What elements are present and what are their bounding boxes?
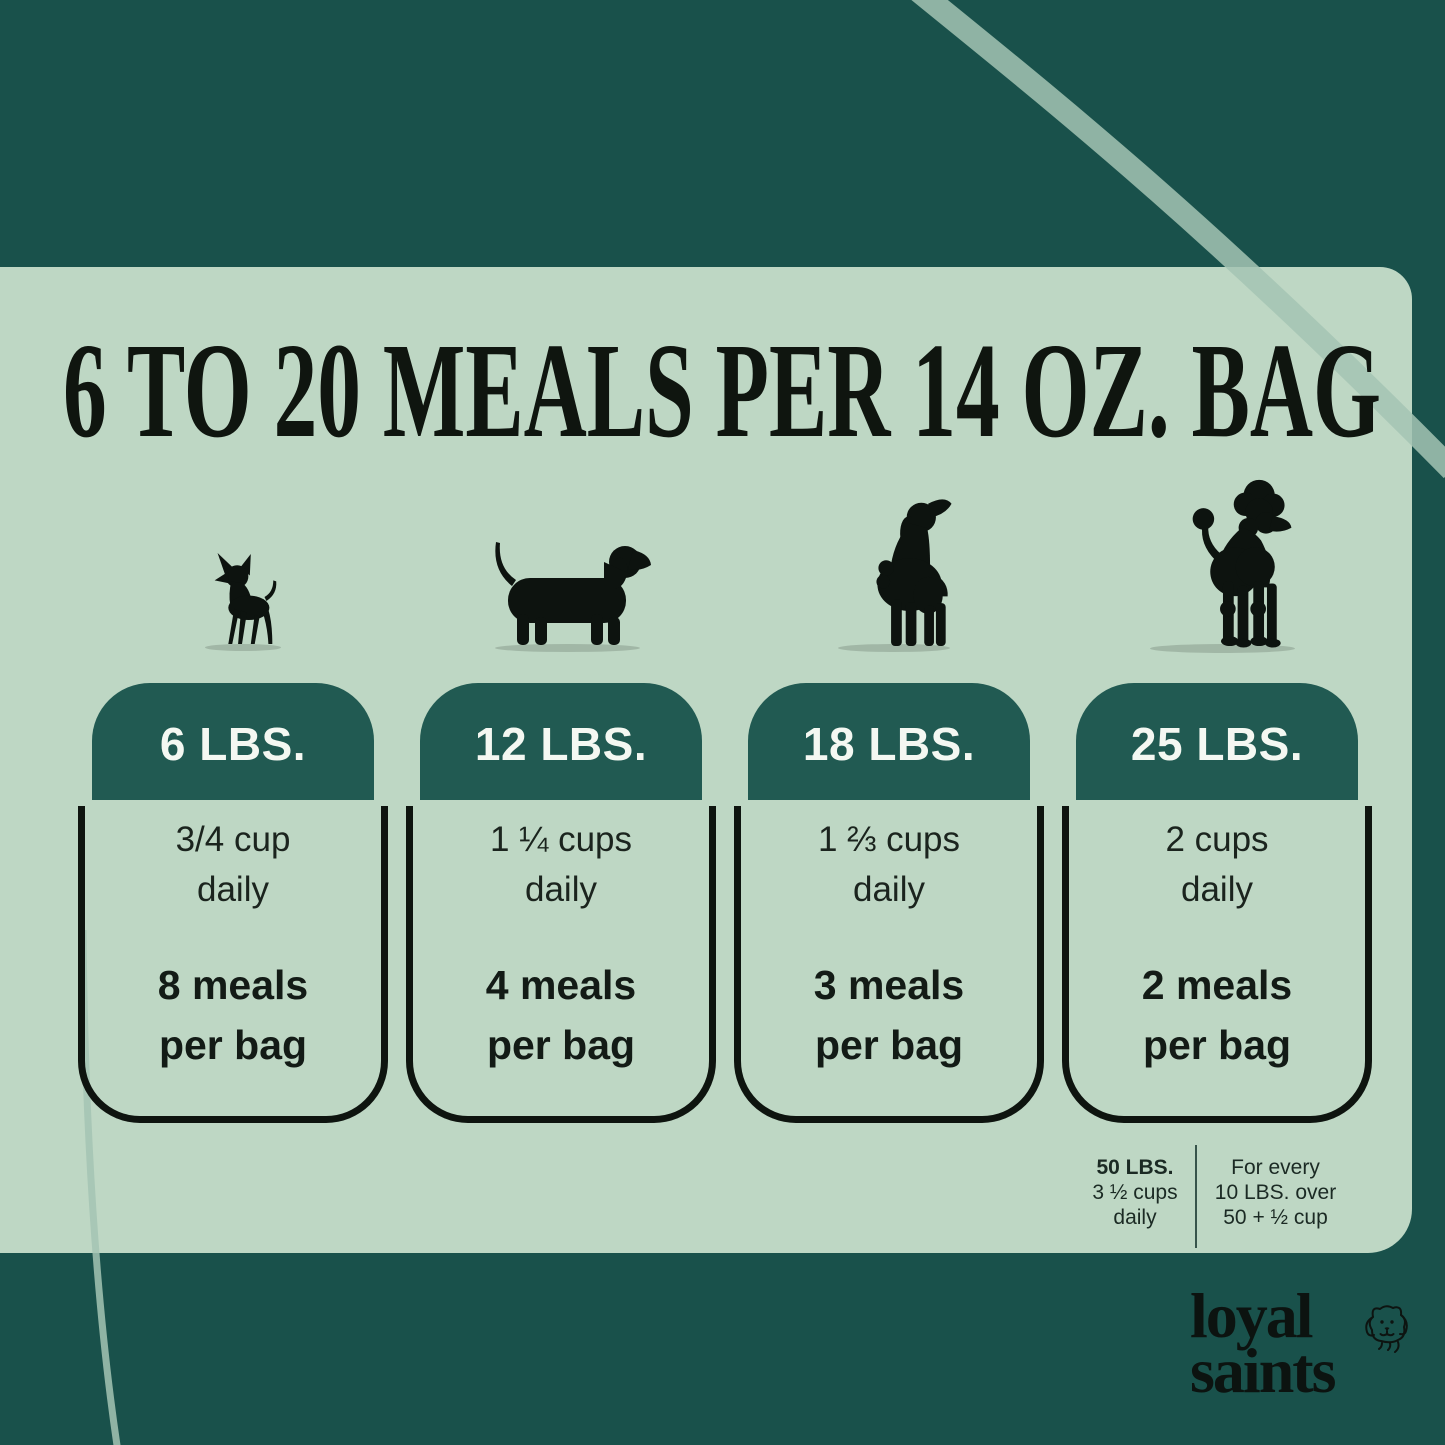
poodle-icon [1192, 479, 1292, 648]
weight-label: 6 LBS. [159, 717, 307, 770]
footnote-50lbs: 50 LBS. 3 ½ cups daily [1092, 1156, 1178, 1229]
footnote-over-50lbs: For every 10 LBS. over 50 + ½ cup [1214, 1156, 1337, 1229]
column-outline [1062, 806, 1372, 1123]
dog-shadow [205, 644, 281, 651]
brand-name-line1: loyal [1190, 1280, 1314, 1351]
weight-column-18lbs: 18 LBS. 1 ⅔ cups daily 3 meals per bag [734, 683, 1044, 1123]
weight-column-25lbs: 25 LBS. 2 cups daily 2 meals per bag [1062, 683, 1372, 1123]
weight-label: 25 LBS. [1130, 717, 1304, 770]
dog-shadow [838, 644, 950, 652]
daily-amount: 1 ⅔ cups daily [817, 820, 961, 909]
brand-logo: loyal saints [1190, 1280, 1430, 1406]
daily-amount: 2 cups daily [1165, 820, 1269, 909]
meals-per-bag: 2 meals per bag [1141, 962, 1293, 1068]
weight-column-6lbs: 6 LBS. 3/4 cup daily 8 meals per bag [78, 683, 388, 1123]
daily-amount: 3/4 cup daily [175, 820, 291, 909]
meals-per-bag: 3 meals per bag [813, 962, 965, 1068]
column-outline [734, 806, 1044, 1123]
weight-card: 12 LBS. [420, 683, 702, 800]
weight-card: 6 LBS. [92, 683, 374, 800]
weight-label: 18 LBS. [802, 717, 976, 770]
dachshund-icon [495, 542, 651, 645]
dog-shadow [495, 644, 640, 652]
weight-column-12lbs: 12 LBS. 1 ¼ cups daily 4 meals per bag [406, 683, 716, 1123]
weight-label: 12 LBS. [474, 717, 648, 770]
brand-dog-icon [1365, 1305, 1408, 1353]
weight-card: 25 LBS. [1076, 683, 1358, 800]
daily-amount: 1 ¼ cups daily [489, 820, 633, 909]
brand-name-line2: saints [1190, 1335, 1337, 1406]
meals-per-bag: 8 meals per bag [157, 962, 309, 1068]
weight-card: 18 LBS. [748, 683, 1030, 800]
meals-per-bag: 4 meals per bag [485, 962, 637, 1068]
column-outline [406, 806, 716, 1123]
footnote-divider [1195, 1145, 1197, 1248]
page-title: 6 TO 20 MEALS PER 14 OZ. BAG [63, 318, 1381, 466]
title-block: 6 TO 20 MEALS PER 14 OZ. BAG [63, 318, 1381, 466]
chihuahua-icon [214, 553, 277, 644]
spaniel-icon [876, 499, 952, 647]
dog-shadow [1150, 644, 1295, 653]
